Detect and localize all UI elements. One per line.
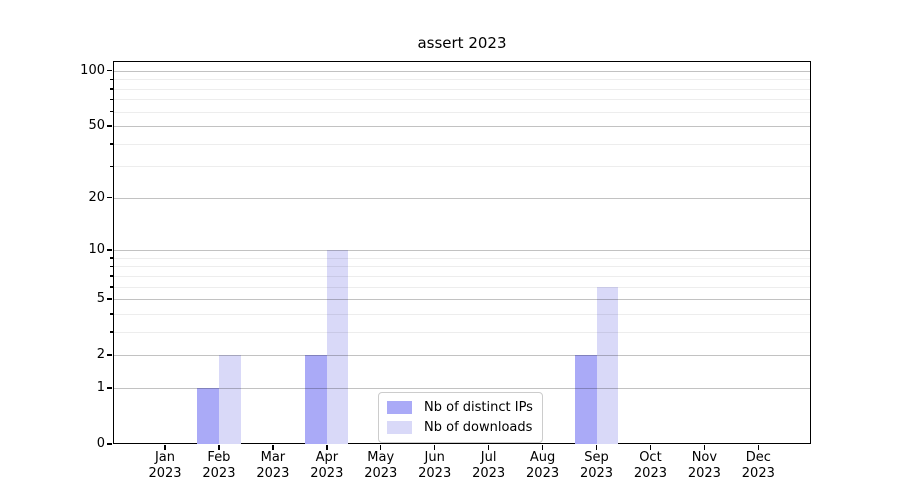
x-tick-month: Nov xyxy=(691,450,718,465)
x-tick-label: Mar 2023 xyxy=(241,450,305,482)
x-tick-label: Nov 2023 xyxy=(672,450,736,482)
x-tick-label: Aug 2023 xyxy=(511,450,575,482)
x-tick-year: 2023 xyxy=(633,466,667,481)
x-tick-label: Oct 2023 xyxy=(618,450,682,482)
y-tick-mark xyxy=(107,249,112,251)
x-tick-month: Feb xyxy=(207,450,231,465)
x-tick-label: Apr 2023 xyxy=(295,450,359,482)
y-tick-label: 5 xyxy=(96,291,105,307)
x-tick-mark xyxy=(649,445,652,450)
x-tick-mark xyxy=(757,445,760,450)
x-tick-month: Jan xyxy=(154,450,176,465)
y-tick-label: 100 xyxy=(80,62,105,78)
x-tick-mark xyxy=(541,445,544,450)
x-tick-month: Jul xyxy=(480,450,497,465)
x-tick-label: Jun 2023 xyxy=(403,450,467,482)
x-tick-year: 2023 xyxy=(418,466,452,481)
x-tick-year: 2023 xyxy=(526,466,560,481)
y-tick-label: 10 xyxy=(88,242,105,258)
x-tick-month: Jun xyxy=(424,450,445,465)
y-tick-mark xyxy=(107,197,112,199)
y-tick-label: 50 xyxy=(88,118,105,134)
x-tick-mark xyxy=(487,445,490,450)
x-tick-month: Aug xyxy=(529,450,556,465)
x-tick-label: Feb 2023 xyxy=(187,450,251,482)
x-tick-month: Sep xyxy=(584,450,609,465)
chart-title: assert 2023 xyxy=(417,34,507,52)
x-tick-mark xyxy=(595,445,598,450)
x-tick-year: 2023 xyxy=(687,466,721,481)
x-tick-month: Oct xyxy=(639,450,662,465)
y-tick-mark xyxy=(107,387,112,389)
x-tick-year: 2023 xyxy=(310,466,344,481)
y-tick-mark xyxy=(107,125,112,127)
x-tick-year: 2023 xyxy=(148,466,182,481)
x-tick-mark xyxy=(326,445,328,450)
y-tick-mark xyxy=(107,70,112,72)
x-tick-mark xyxy=(164,445,166,450)
x-tick-year: 2023 xyxy=(202,466,236,481)
x-tick-year: 2023 xyxy=(364,466,398,481)
plot-area xyxy=(113,61,811,444)
x-tick-mark xyxy=(703,445,706,450)
x-tick-year: 2023 xyxy=(741,466,775,481)
x-tick-mark xyxy=(272,445,274,450)
legend-label-downloads: Nb of downloads xyxy=(424,419,533,435)
x-tick-mark xyxy=(380,445,382,450)
x-tick-month: Dec xyxy=(745,450,771,465)
x-tick-year: 2023 xyxy=(256,466,290,481)
y-tick-label: 20 xyxy=(88,189,105,205)
legend-label-distinct-ips: Nb of distinct IPs xyxy=(424,399,533,415)
x-tick-year: 2023 xyxy=(579,466,614,481)
legend-swatch-distinct-ips xyxy=(387,400,412,414)
legend-entry-distinct-ips: Nb of distinct IPs xyxy=(387,397,533,417)
x-tick-year: 2023 xyxy=(472,466,506,481)
x-tick-label: May 2023 xyxy=(349,450,413,482)
x-tick-month: Mar xyxy=(260,450,286,465)
y-tick-mark xyxy=(107,354,112,356)
x-tick-mark xyxy=(218,445,220,450)
legend-swatch-downloads xyxy=(387,420,412,434)
legend-entry-downloads: Nb of downloads xyxy=(387,417,533,437)
y-tick-label: 2 xyxy=(96,347,105,363)
x-tick-month: Apr xyxy=(315,450,339,465)
x-tick-month: May xyxy=(367,450,395,465)
x-tick-label: Dec 2023 xyxy=(726,450,790,482)
y-tick-label: 1 xyxy=(96,379,105,395)
x-tick-label: Sep 2023 xyxy=(565,450,629,482)
y-tick-mark xyxy=(107,298,112,300)
x-tick-label: Jul 2023 xyxy=(457,450,521,482)
x-tick-label: Jan 2023 xyxy=(133,450,197,482)
legend: Nb of distinct IPs Nb of downloads xyxy=(378,392,543,443)
x-tick-mark xyxy=(434,445,436,450)
y-tick-label: 0 xyxy=(96,436,105,451)
y-tick-mark xyxy=(107,443,112,445)
